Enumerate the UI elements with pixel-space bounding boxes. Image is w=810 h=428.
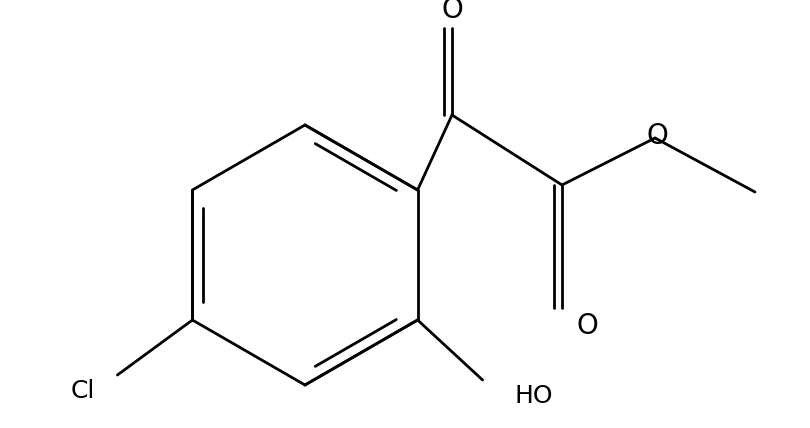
Text: HO: HO (514, 384, 553, 408)
Text: O: O (441, 0, 463, 24)
Text: O: O (646, 122, 668, 150)
Text: Cl: Cl (71, 379, 96, 403)
Text: O: O (576, 312, 598, 340)
